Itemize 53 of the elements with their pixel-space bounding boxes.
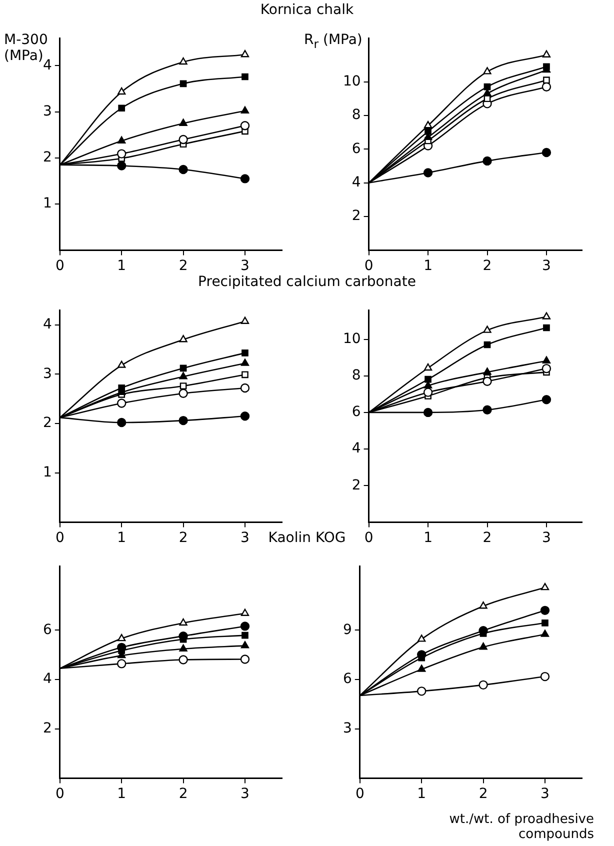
y-tick-label: 9 [342,622,352,638]
x-tick-label: 3 [540,786,550,802]
x-tick-label: 2 [482,530,492,546]
y-tick-label: 1 [42,464,52,480]
x-tick-label: 3 [240,786,250,802]
x-tick-label: 2 [178,786,188,802]
x-tick-label: 2 [178,258,188,274]
x-tick-label: 0 [364,530,374,546]
x-tick-label: 3 [542,530,551,546]
y-tick-label: 4 [42,316,52,332]
x-tick-label: 1 [417,786,426,802]
x-tick-label: 3 [240,258,250,274]
x-tick-label: 2 [482,258,492,274]
x-tick-label: 2 [178,530,188,546]
y-tick-label: 6 [342,671,352,688]
y-tick-label: 6 [352,404,361,420]
y-tick-label: 4 [42,671,52,688]
y-tick-label: 2 [42,150,52,166]
y-axis-title: R$_{r}$ (MPa) [304,32,364,52]
x-tick-label: 1 [424,530,432,546]
y-tick-label: 4 [352,174,361,190]
chart-title: Kaolin KOG [268,530,346,546]
x-tick-label: 1 [117,258,126,274]
chart-title: Precipitated calcium carbonate [197,274,417,290]
x-tick-label: 2 [478,786,488,802]
x-tick-label: 1 [117,530,126,546]
x-tick-label: 0 [55,786,64,802]
y-tick-label: 3 [342,720,352,736]
y-tick-label: 6 [42,622,52,638]
y-tick-label: 2 [42,720,52,736]
y-tick-label: 10 [342,73,361,90]
x-tick-label: 0 [55,530,64,546]
y-tick-label: 3 [42,366,52,382]
chart-title: Kornica chalk [259,2,355,18]
y-tick-label: 2 [352,208,361,224]
y-tick-label: 2 [42,415,52,432]
y-tick-label: 6 [352,140,361,157]
x-tick-label: 3 [240,530,250,546]
x-tick-label: 1 [424,258,432,274]
x-axis-title: wt./wt. of proadhesive compounds [448,812,594,842]
x-tick-label: 0 [355,786,364,802]
y-tick-label: 4 [352,440,361,457]
y-tick-label: 8 [352,107,361,124]
y-tick-label: 4 [42,57,52,74]
x-tick-label: 0 [55,258,64,274]
y-tick-label: 10 [342,330,361,347]
y-tick-label: 2 [352,477,361,494]
x-tick-label: 3 [542,258,551,274]
y-tick-label: 1 [42,196,52,212]
x-tick-label: 0 [364,258,374,274]
x-tick-label: 1 [117,786,126,802]
y-tick-label: 3 [42,103,52,120]
y-tick-label: 8 [352,367,361,384]
